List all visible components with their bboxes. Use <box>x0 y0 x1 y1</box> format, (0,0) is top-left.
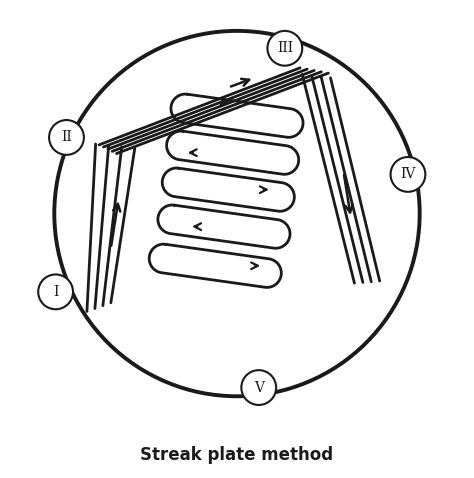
Text: I: I <box>53 285 58 299</box>
Text: IV: IV <box>400 167 416 182</box>
Circle shape <box>241 370 276 405</box>
Text: Streak plate method: Streak plate method <box>140 445 334 464</box>
Circle shape <box>267 31 302 65</box>
Text: V: V <box>254 380 264 394</box>
Text: II: II <box>61 130 72 144</box>
Circle shape <box>38 274 73 309</box>
Circle shape <box>49 120 84 155</box>
Text: III: III <box>277 41 293 55</box>
Circle shape <box>391 157 425 192</box>
